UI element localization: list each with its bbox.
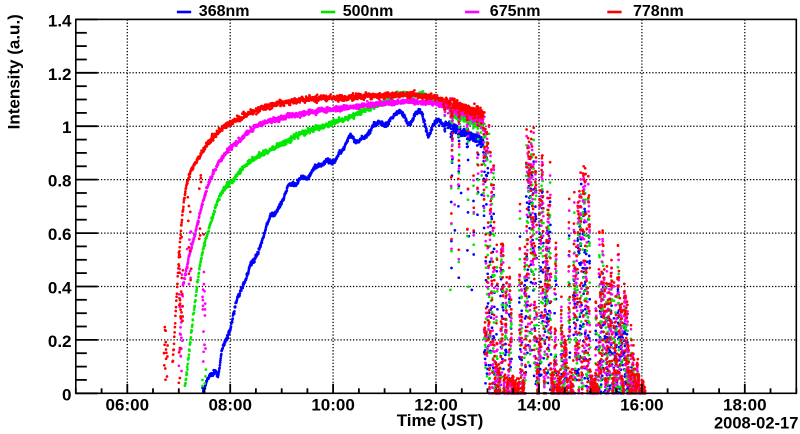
svg-text:Intensity (a.u.): Intensity (a.u.)	[5, 14, 24, 129]
svg-text:675nm: 675nm	[490, 3, 541, 20]
svg-text:Time (JST): Time (JST)	[397, 411, 484, 430]
svg-text:1: 1	[62, 118, 71, 137]
svg-text:2008-02-17: 2008-02-17	[714, 414, 798, 432]
svg-text:0.8: 0.8	[48, 172, 72, 191]
svg-text:368nm: 368nm	[199, 3, 250, 20]
svg-text:10:00: 10:00	[311, 395, 354, 414]
svg-text:0: 0	[62, 385, 71, 404]
svg-text:0.6: 0.6	[48, 225, 72, 244]
svg-text:16:00: 16:00	[620, 395, 663, 414]
svg-text:500nm: 500nm	[343, 3, 394, 20]
svg-text:0.2: 0.2	[48, 332, 72, 351]
svg-text:778nm: 778nm	[633, 3, 684, 20]
svg-text:12:00: 12:00	[414, 395, 457, 414]
svg-text:18:00: 18:00	[723, 395, 766, 414]
svg-text:1.2: 1.2	[48, 65, 72, 84]
svg-text:06:00: 06:00	[106, 395, 149, 414]
svg-text:1.4: 1.4	[48, 11, 72, 30]
svg-text:14:00: 14:00	[517, 395, 560, 414]
svg-text:08:00: 08:00	[208, 395, 251, 414]
svg-text:0.4: 0.4	[48, 279, 72, 298]
